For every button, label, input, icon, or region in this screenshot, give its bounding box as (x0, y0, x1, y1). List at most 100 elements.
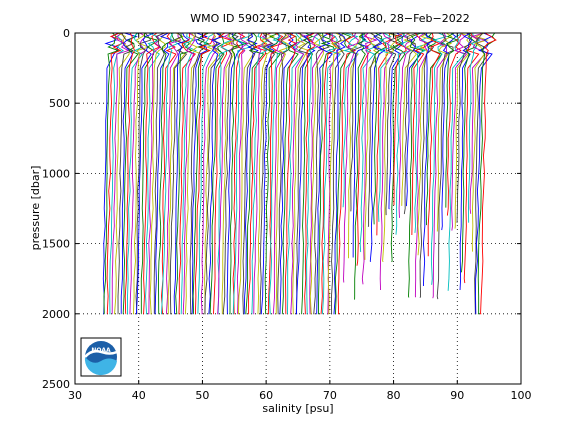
profile-line (197, 32, 216, 314)
profile-line (321, 32, 342, 315)
profile-line (316, 32, 333, 315)
profile-line (334, 32, 353, 315)
profile-line (236, 32, 249, 315)
x-tick-label: 30 (68, 389, 82, 402)
logo-wave (84, 349, 118, 358)
profile-line (245, 32, 265, 315)
profile-line (313, 32, 330, 315)
y-tick-label: 500 (49, 97, 70, 110)
profile-line (456, 32, 473, 223)
profile-line (309, 32, 324, 315)
profile-line (117, 32, 135, 315)
profile-line (447, 32, 466, 291)
profile-line (287, 32, 305, 315)
profile-line (260, 32, 280, 315)
profile-line (306, 32, 323, 315)
profile-line (267, 32, 284, 315)
chart-title: WMO ID 5902347, internal ID 5480, 28−Feb… (190, 12, 470, 25)
profile-line (275, 32, 291, 315)
profile-line (106, 32, 123, 315)
profile-line (393, 32, 407, 206)
profile-line (192, 32, 211, 315)
x-tick-label: 100 (511, 389, 532, 402)
profile-line (331, 32, 345, 315)
profile-line (122, 32, 139, 315)
profile-line (213, 32, 232, 315)
profile-line (333, 32, 347, 315)
profile-line (217, 32, 232, 315)
x-tick-label: 40 (132, 389, 146, 402)
profile-line (411, 32, 426, 235)
profile-line (296, 32, 316, 315)
profile-line (124, 32, 136, 315)
profile-line (264, 32, 281, 315)
x-tick-label: 50 (195, 389, 209, 402)
profile-line (369, 32, 386, 262)
profile-line (158, 32, 175, 315)
logo-gull-shape (84, 357, 117, 376)
profile-line (364, 32, 381, 260)
profile-line (132, 32, 151, 315)
profile-line (350, 32, 364, 212)
profile-line (140, 32, 158, 315)
profile-line (253, 32, 273, 315)
profile-line (408, 32, 425, 298)
profile-line (474, 32, 490, 315)
profile-line (232, 32, 252, 315)
profile-line (405, 32, 422, 207)
x-tick-label: 80 (387, 389, 401, 402)
profile-line (232, 32, 246, 315)
profile-line (343, 32, 359, 283)
profile-line (153, 32, 165, 315)
profile-line (390, 32, 406, 263)
profile-line (304, 32, 316, 315)
profile-line (120, 32, 138, 315)
profile-line (327, 32, 346, 315)
profile-line (419, 32, 437, 298)
profile-line (309, 32, 325, 315)
profile-line (423, 32, 437, 286)
y-tick-label: 0 (63, 27, 70, 40)
y-axis-ticks: 0 500 1000 1500 2000 2500 (42, 27, 521, 391)
profile-line (292, 32, 310, 315)
profile-line (248, 32, 266, 315)
profile-line (295, 32, 313, 315)
profile-line (361, 32, 379, 285)
profile-line (432, 32, 448, 299)
grid (75, 33, 521, 384)
profile-line (226, 32, 243, 315)
x-tick-label: 70 (323, 389, 337, 402)
profile-line (451, 32, 468, 231)
profile-line (277, 32, 292, 315)
profile-line (281, 32, 299, 315)
x-tick-label: 90 (450, 389, 464, 402)
profile-line (376, 32, 391, 236)
profile-line (149, 32, 166, 315)
profile-lines (102, 32, 497, 315)
profile-line (103, 32, 120, 315)
profile-line (342, 32, 359, 208)
profile-line (395, 32, 413, 235)
profile-line (480, 32, 497, 315)
profile-line (259, 32, 276, 315)
profile-line (268, 32, 288, 315)
profile-line (290, 32, 308, 315)
profile-line (145, 32, 162, 315)
profile-line (354, 32, 366, 300)
y-tick-label: 1000 (42, 167, 70, 180)
profile-line (320, 32, 337, 315)
profile-line (167, 32, 186, 315)
profile-line (398, 32, 413, 218)
profile-line (109, 32, 124, 315)
x-axis-ticks: 30 40 50 60 70 80 90 100 (68, 33, 532, 402)
profile-line (114, 32, 130, 315)
profile-line (135, 32, 155, 315)
profile-line (337, 32, 357, 315)
profile-line (180, 32, 197, 315)
profile-line (184, 32, 203, 315)
profile-line (459, 32, 474, 291)
profile-line (401, 32, 418, 206)
profile-line (301, 32, 314, 315)
profile-line (178, 32, 197, 315)
